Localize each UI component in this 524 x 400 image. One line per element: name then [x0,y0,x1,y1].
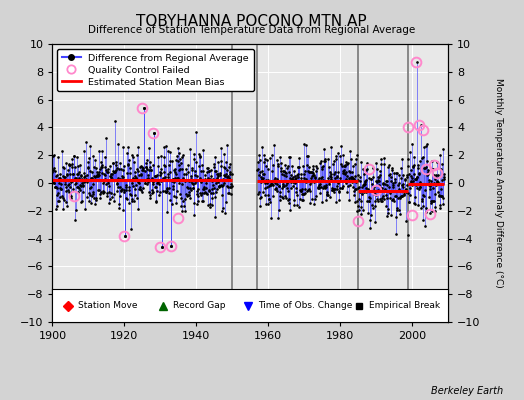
Text: Berkeley Earth: Berkeley Earth [431,386,503,396]
Text: TOBYHANNA POCONO MTN AP: TOBYHANNA POCONO MTN AP [136,14,367,29]
Legend: Difference from Regional Average, Quality Control Failed, Estimated Station Mean: Difference from Regional Average, Qualit… [57,49,254,91]
Text: Difference of Station Temperature Data from Regional Average: Difference of Station Temperature Data f… [88,25,415,35]
Text: Time of Obs. Change: Time of Obs. Change [258,301,353,310]
Text: Record Gap: Record Gap [173,301,225,310]
Text: Empirical Break: Empirical Break [369,301,440,310]
Y-axis label: Monthly Temperature Anomaly Difference (°C): Monthly Temperature Anomaly Difference (… [494,78,504,288]
Text: Station Move: Station Move [78,301,138,310]
